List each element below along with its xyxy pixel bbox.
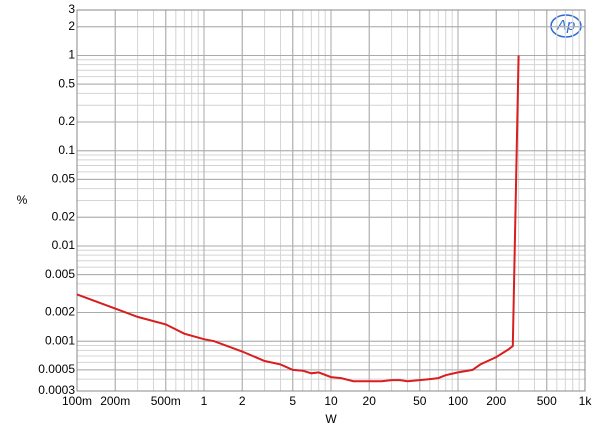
y-tick-label: 1 [68, 48, 75, 62]
y-tick-label: 0.001 [45, 333, 75, 347]
y-tick-label: 0.005 [45, 267, 75, 281]
x-tick-label: 500m [151, 394, 181, 408]
x-tick-label: 10 [324, 394, 338, 408]
x-tick-label: 500 [537, 394, 557, 408]
data-line [76, 55, 520, 383]
x-tick-label: 100m [62, 394, 92, 408]
y-tick-label: 0.2 [58, 114, 75, 128]
y-axis-label: % [17, 193, 28, 207]
y-tick-label: 0.0003 [38, 383, 75, 397]
x-axis-label: W [325, 412, 337, 426]
y-tick-label: 2 [68, 19, 75, 33]
plot-frame [76, 9, 586, 392]
y-tick-label: 0.01 [52, 238, 76, 252]
x-tick-label: 20 [363, 394, 377, 408]
x-tick-label: 1 [201, 394, 208, 408]
x-tick-label: 50 [413, 394, 427, 408]
y-tick-label: 0.05 [52, 172, 76, 186]
y-tick-label: 0.0005 [38, 362, 75, 376]
x-tick-label: 200 [486, 394, 506, 408]
x-tick-label: 100 [448, 394, 468, 408]
y-tick-label: 0.5 [58, 76, 75, 90]
y-tick-label: 3 [68, 2, 75, 16]
logo-ring [550, 14, 582, 38]
x-tick-label: 200m [100, 394, 130, 408]
y-tick-label: 0.1 [58, 143, 75, 157]
x-tick-label: 5 [289, 394, 296, 408]
x-tick-label: 1k [579, 394, 593, 408]
y-tick-label: 0.02 [52, 209, 76, 223]
x-tick-label: 2 [239, 394, 246, 408]
y-tick-label: 0.002 [45, 305, 75, 319]
